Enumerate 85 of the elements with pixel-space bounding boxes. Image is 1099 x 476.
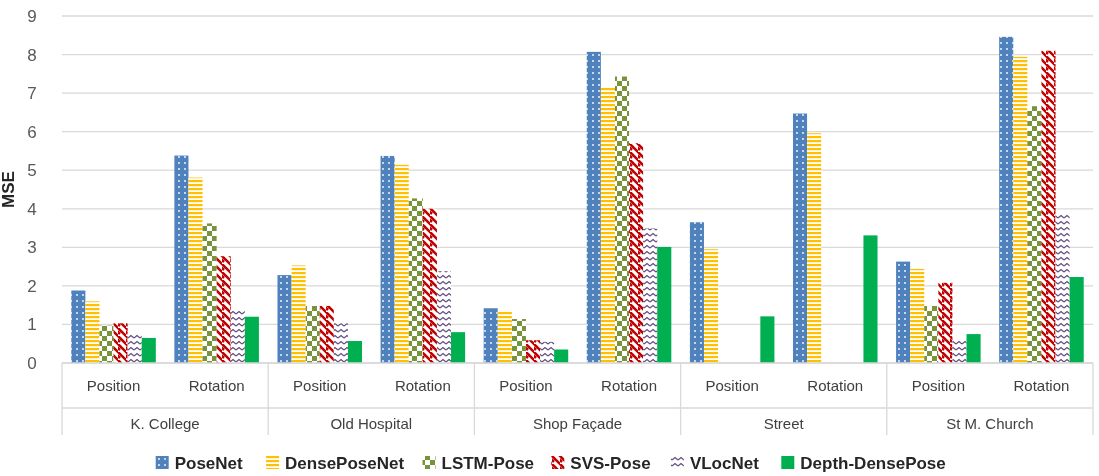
bar	[216, 256, 231, 363]
bar	[141, 337, 156, 363]
y-tick-label: 8	[27, 45, 37, 65]
bar	[966, 334, 981, 363]
y-tick-label: 9	[27, 6, 37, 26]
bar	[408, 198, 423, 363]
legend-label: PoseNet	[174, 453, 244, 473]
bar	[333, 323, 348, 363]
bar	[540, 341, 555, 363]
bar	[863, 235, 878, 363]
bar	[689, 222, 704, 363]
y-tick-label: 7	[27, 84, 37, 104]
bar	[760, 316, 775, 363]
legend-label: VLocNet	[689, 453, 760, 473]
bar	[422, 208, 437, 363]
bar	[586, 51, 601, 363]
legend-label: Depth-DensePose	[800, 453, 946, 473]
x-tick-label: Rotation	[188, 377, 245, 394]
bar	[910, 268, 925, 363]
y-tick-label: 5	[27, 161, 37, 181]
y-tick-label: 3	[27, 238, 37, 258]
legend-label: SVS-Pose	[570, 453, 651, 473]
bar	[614, 76, 630, 363]
bar	[1041, 50, 1056, 363]
bar	[703, 249, 719, 363]
text: St M. Church	[946, 415, 1034, 432]
bar	[896, 261, 911, 363]
bar	[291, 265, 306, 363]
bar	[188, 177, 203, 363]
bar	[244, 316, 259, 363]
text: Street	[763, 415, 805, 432]
bar	[938, 282, 953, 363]
bar	[1069, 277, 1084, 363]
bar	[305, 305, 320, 363]
bar	[792, 113, 808, 363]
bar	[999, 36, 1014, 363]
text: Old Hospital	[330, 415, 413, 432]
bar	[952, 340, 967, 363]
bar	[127, 333, 142, 363]
x-tick-label: Rotation	[1013, 377, 1070, 394]
legend-label: DensePoseNet	[285, 453, 405, 473]
bar	[1027, 106, 1042, 363]
bar	[807, 133, 822, 363]
bar	[394, 164, 409, 363]
bar	[451, 332, 466, 363]
x-tick-label: Position	[86, 377, 141, 394]
bar	[629, 143, 644, 363]
text: K. College	[130, 415, 200, 432]
x-tick-label: Position	[705, 377, 759, 394]
bar	[174, 155, 189, 363]
bar	[347, 341, 363, 363]
bar	[230, 309, 245, 363]
bar	[202, 223, 217, 363]
bar	[525, 340, 541, 363]
bar	[511, 319, 526, 363]
bar	[1055, 213, 1070, 363]
bar	[85, 301, 100, 363]
bar	[497, 310, 512, 363]
x-tick-label: Rotation	[601, 377, 657, 394]
y-tick-label: 6	[27, 122, 37, 142]
bar	[600, 86, 615, 363]
x-tick-label: Rotation	[807, 377, 864, 394]
bar	[436, 271, 452, 363]
bar	[71, 290, 86, 363]
y-tick-label: 1	[27, 315, 37, 335]
bar	[657, 246, 672, 363]
y-tick-label: 2	[27, 276, 37, 296]
bar	[380, 155, 395, 363]
bar	[99, 325, 114, 363]
text: Shop Façade	[532, 415, 623, 432]
bar	[113, 323, 128, 363]
bar	[924, 305, 939, 363]
legend-label: LSTM-Pose	[441, 453, 535, 473]
y-tick-label: 4	[27, 199, 37, 219]
bar	[277, 275, 292, 363]
x-tick-label: Position	[911, 377, 966, 394]
bar	[319, 305, 334, 363]
bar	[483, 308, 498, 363]
x-tick-label: Position	[293, 377, 347, 394]
x-tick-label: Position	[499, 377, 553, 394]
y-tick-label: 0	[27, 353, 37, 373]
bar	[1013, 56, 1028, 363]
y-axis-title: MSE	[0, 171, 18, 208]
x-tick-label: Rotation	[394, 377, 451, 394]
bar	[643, 228, 658, 363]
